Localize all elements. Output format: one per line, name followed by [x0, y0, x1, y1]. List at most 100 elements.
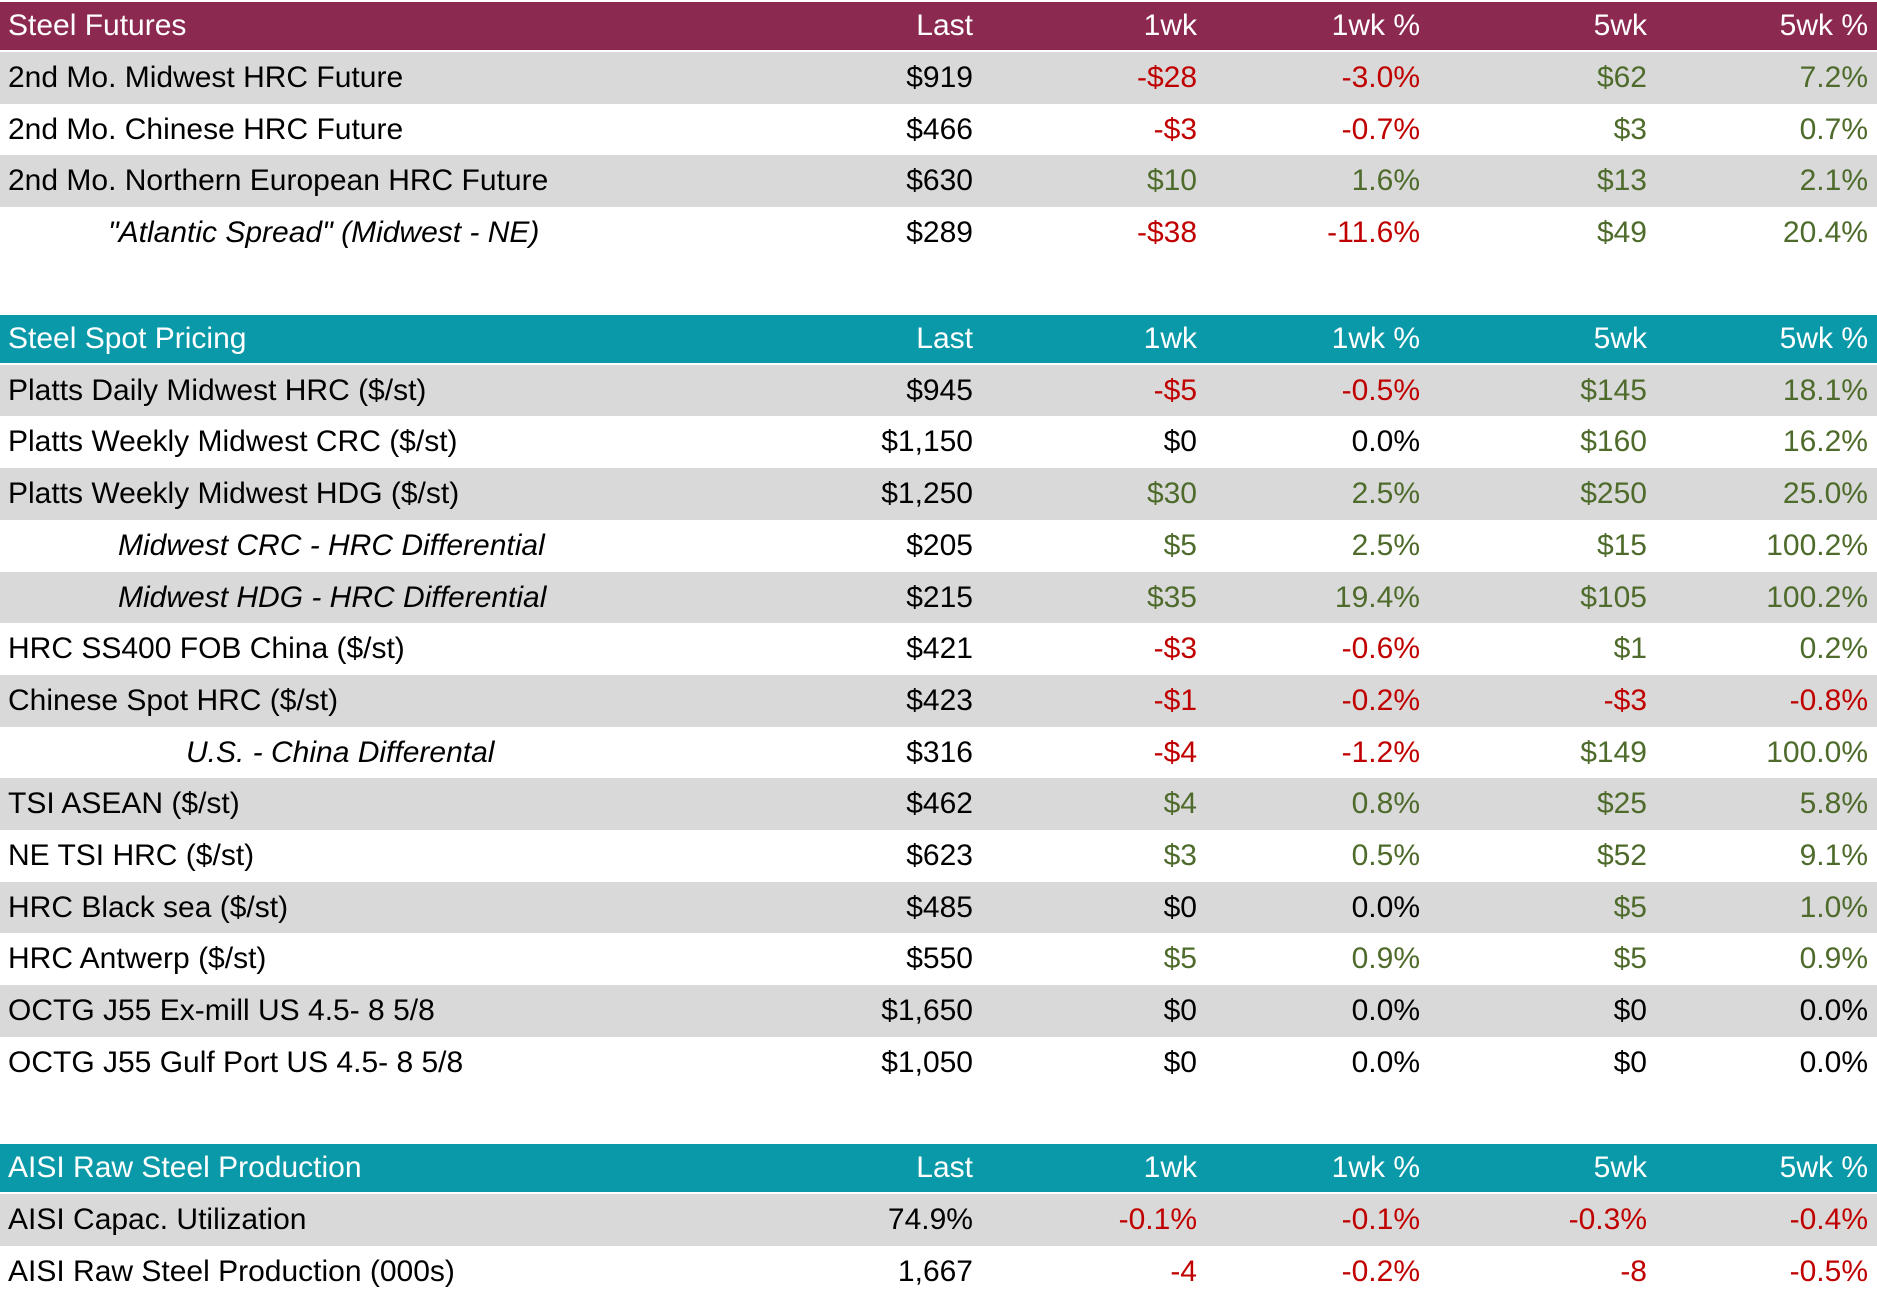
cell-1wk: -$3 [1153, 112, 1197, 146]
cell-5wk-pct: 0.0% [1799, 1045, 1868, 1079]
cell-1wk: $35 [1146, 580, 1197, 614]
cell-5wk: -$3 [1603, 683, 1647, 717]
cell-1wk: -$38 [1136, 216, 1197, 250]
cell-last: $215 [906, 580, 973, 614]
column-header-5wk: 5wk [1593, 9, 1647, 42]
cell-1wk: -$1 [1153, 683, 1197, 717]
steel-spot-pricing-table: Steel Spot Pricing Last 1wk 1wk % 5wk 5wk % Pl… [0, 314, 1877, 1089]
table-row: Chinese Spot HRC ($/st) $423 -$1 -0.2% -$3 -0… [0, 674, 1877, 727]
cell-5wk: $5 [1613, 942, 1647, 976]
cell-1wk: -$28 [1136, 61, 1197, 94]
cell-1wk: $0 [1163, 890, 1197, 924]
row-label: 2nd Mo. Northern European HRC Future [8, 164, 549, 198]
table-row: HRC Black sea ($/st) $485 $0 0.0% $5 1.0% [0, 881, 1877, 934]
row-label: Chinese Spot HRC ($/st) [8, 683, 339, 717]
table-row: Midwest HDG - HRC Differential $215 $35 19.… [0, 571, 1877, 624]
cell-last: $485 [906, 890, 973, 924]
row-label: AISI Capac. Utilization [8, 1203, 307, 1237]
cell-5wk-pct: -0.8% [1789, 683, 1868, 717]
cell-last: $1,650 [881, 994, 973, 1027]
cell-1wk-pct: -0.2% [1341, 683, 1420, 717]
row-label: U.S. - China Differental [186, 735, 495, 769]
cell-1wk-pct: 0.0% [1351, 890, 1420, 924]
cell-5wk-pct: 0.2% [1799, 632, 1868, 666]
section-title: AISI Raw Steel Production [8, 1151, 362, 1185]
cell-last: 1,667 [897, 1255, 973, 1289]
cell-last: $289 [906, 216, 973, 250]
column-header-1wk-pct: 1wk % [1331, 321, 1420, 355]
table-row: HRC Antwerp ($/st) $550 $5 0.9% $5 0.9% [0, 933, 1877, 985]
row-label: Midwest CRC - HRC Differential [118, 528, 545, 562]
cell-1wk: $0 [1163, 425, 1197, 459]
cell-1wk-pct: 1.6% [1351, 164, 1420, 198]
cell-1wk-pct: 0.0% [1351, 1045, 1420, 1079]
aisi-raw-steel-production-table: AISI Raw Steel Production Last 1wk 1wk % 5wk… [0, 1144, 1877, 1297]
cell-1wk: $0 [1163, 994, 1197, 1027]
cell-1wk-pct: 0.0% [1351, 994, 1420, 1027]
cell-last: $919 [906, 61, 973, 94]
cell-1wk-pct: -3.0% [1341, 61, 1420, 94]
cell-1wk-pct: -0.7% [1341, 112, 1420, 146]
cell-5wk-pct: 100.0% [1766, 735, 1868, 769]
cell-1wk: $4 [1163, 787, 1197, 821]
cell-5wk-pct: 25.0% [1782, 477, 1868, 511]
cell-1wk-pct: 2.5% [1351, 477, 1420, 511]
table-row: AISI Raw Steel Production (000s) 1,667 -4 -… [0, 1246, 1877, 1298]
cell-1wk: -0.1% [1118, 1203, 1197, 1237]
table-row: 2nd Mo. Chinese HRC Future $466 -$3 -0.7% $3… [0, 104, 1877, 156]
cell-5wk-pct: -0.5% [1789, 1255, 1868, 1289]
cell-1wk-pct: 19.4% [1334, 580, 1420, 614]
cell-5wk: $145 [1580, 373, 1647, 407]
cell-5wk: $5 [1613, 890, 1647, 924]
column-header-5wk-pct: 5wk % [1779, 321, 1868, 355]
row-label: Midwest HDG - HRC Differential [118, 580, 547, 614]
cell-1wk-pct: 0.0% [1351, 425, 1420, 459]
cell-5wk-pct: -0.4% [1789, 1203, 1868, 1237]
cell-last: $630 [906, 164, 973, 198]
cell-last: $421 [906, 632, 973, 666]
cell-5wk-pct: 7.2% [1799, 61, 1868, 94]
cell-5wk-pct: 20.4% [1782, 216, 1868, 250]
cell-last: $205 [906, 528, 973, 562]
table-row: Midwest CRC - HRC Differential $205 $5 2.5%… [0, 520, 1877, 572]
row-label: OCTG J55 Ex-mill US 4.5- 8 5/8 [8, 994, 435, 1027]
cell-last: $462 [906, 787, 973, 821]
column-header-last: Last [916, 321, 973, 355]
cell-5wk: $25 [1596, 787, 1647, 821]
column-header-1wk-pct: 1wk % [1331, 9, 1420, 42]
cell-1wk-pct: 0.5% [1351, 838, 1420, 872]
table-row: OCTG J55 Ex-mill US 4.5- 8 5/8 $1,650 $0 0.… [0, 985, 1877, 1037]
cell-5wk: $0 [1613, 1045, 1647, 1079]
cell-5wk-pct: 100.2% [1766, 528, 1868, 562]
column-header-5wk: 5wk [1593, 1151, 1647, 1185]
cell-last: $423 [906, 683, 973, 717]
table-row: TSI ASEAN ($/st) $462 $4 0.8% $25 5.8% [0, 778, 1877, 830]
cell-5wk: $52 [1596, 838, 1647, 872]
cell-5wk: -0.3% [1568, 1203, 1647, 1237]
table-row: Platts Weekly Midwest CRC ($/st) $1,150 $0… [0, 416, 1877, 468]
table-row: OCTG J55 Gulf Port US 4.5- 8 5/8 $1,050 $0… [0, 1037, 1877, 1089]
cell-1wk: $30 [1146, 477, 1197, 511]
table-row: U.S. - China Differental $316 -$4 -1.2% $149… [0, 727, 1877, 779]
section-title: Steel Spot Pricing [8, 321, 247, 355]
cell-5wk: $149 [1580, 735, 1647, 769]
cell-5wk-pct: 2.1% [1799, 164, 1868, 198]
cell-5wk-pct: 0.7% [1799, 112, 1868, 146]
cell-5wk-pct: 5.8% [1799, 787, 1868, 821]
column-header-last: Last [916, 1151, 973, 1185]
cell-5wk: $13 [1596, 164, 1647, 198]
cell-5wk: $15 [1596, 528, 1647, 562]
table-row: HRC SS400 FOB China ($/st) $421 -$3 -0.6% $1… [0, 623, 1877, 675]
cell-5wk-pct: 100.2% [1766, 580, 1868, 614]
row-label: HRC SS400 FOB China ($/st) [8, 632, 405, 666]
cell-last: $466 [906, 112, 973, 146]
cell-5wk-pct: 0.9% [1799, 942, 1868, 976]
table-row: AISI Capac. Utilization 74.9% -0.1% -0.1% -0… [0, 1194, 1877, 1247]
row-label: "Atlantic Spread" (Midwest - NE) [108, 216, 540, 250]
cell-1wk: -4 [1170, 1255, 1197, 1289]
cell-1wk-pct: -0.1% [1341, 1203, 1420, 1237]
cell-5wk-pct: 18.1% [1782, 373, 1868, 407]
row-label: 2nd Mo. Chinese HRC Future [8, 112, 404, 146]
column-header-5wk: 5wk [1593, 321, 1647, 355]
